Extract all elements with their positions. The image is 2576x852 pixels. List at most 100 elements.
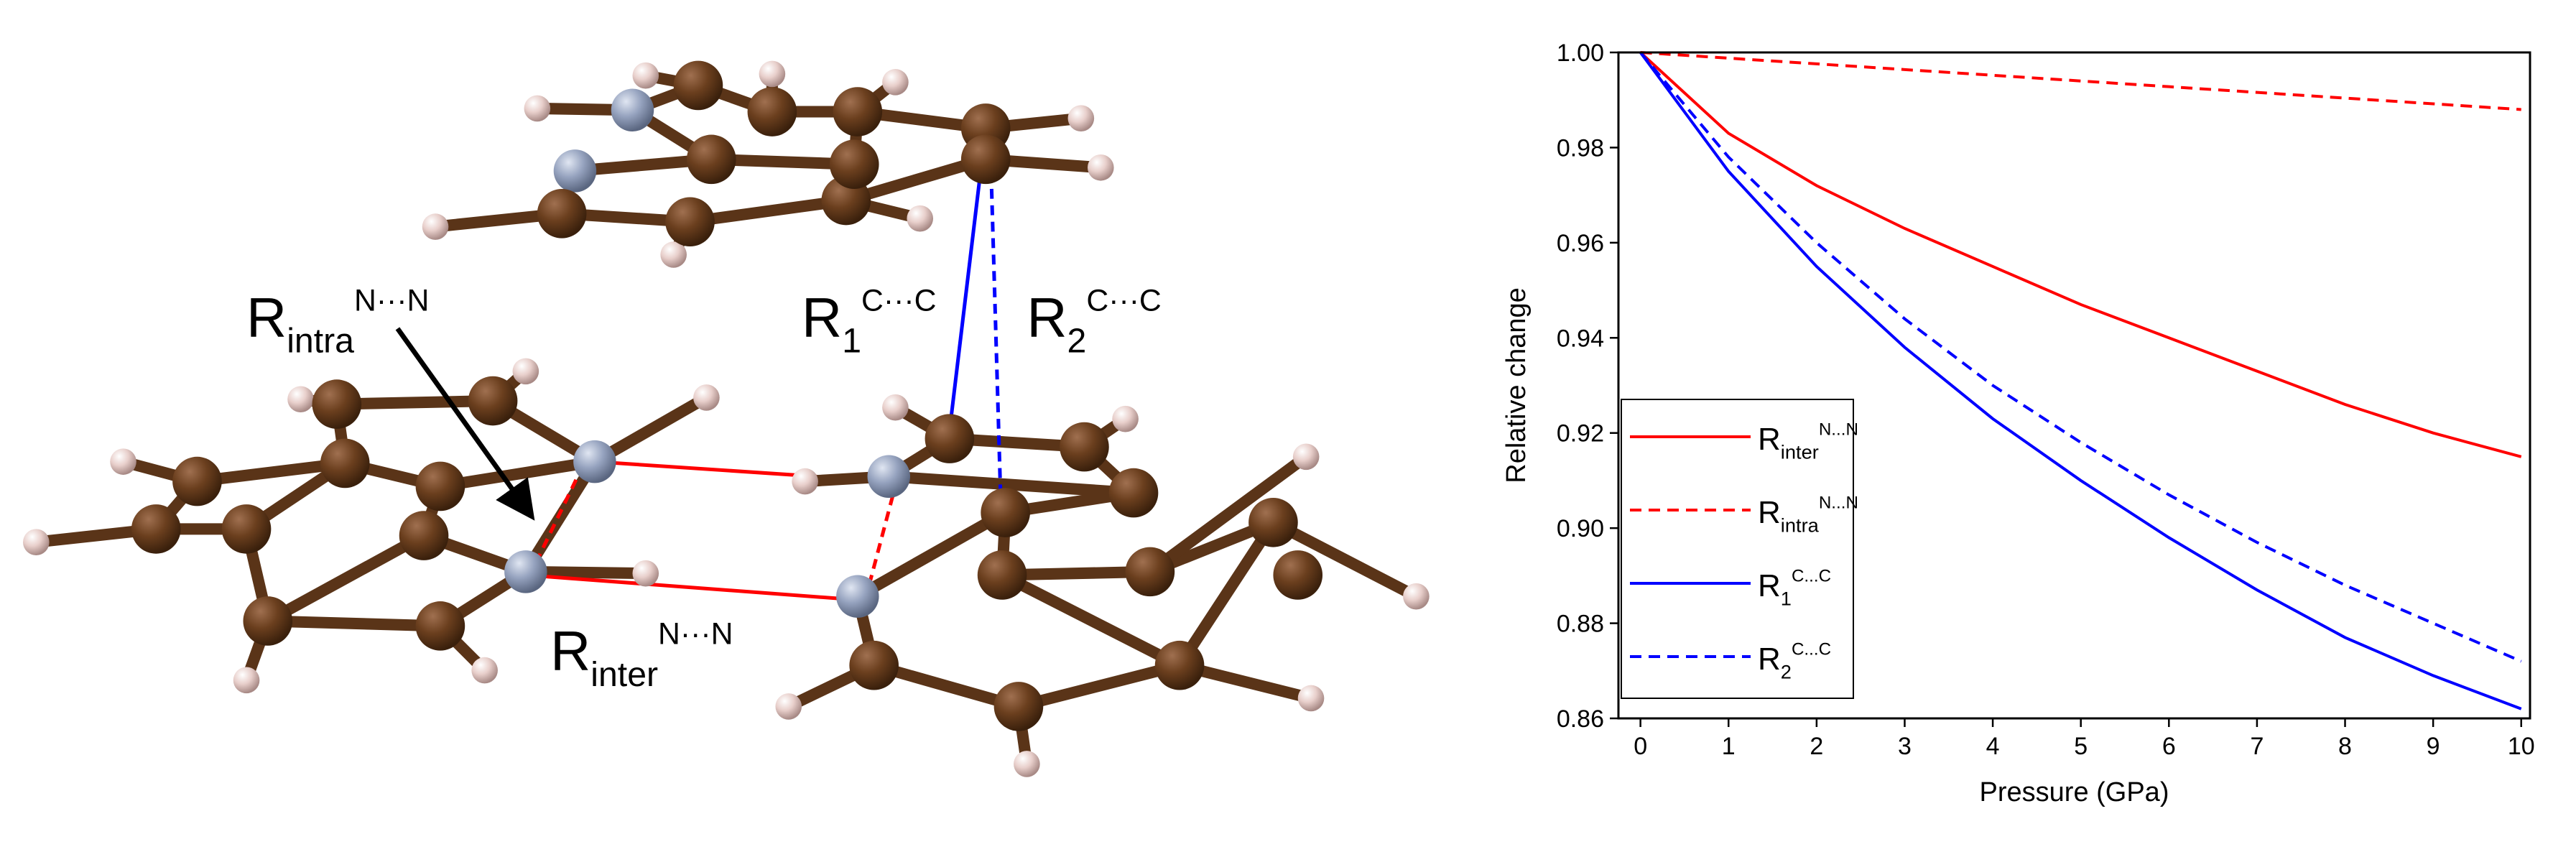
atom-H: [233, 667, 260, 694]
atom-C: [925, 414, 975, 463]
label-sub: 2: [1067, 322, 1087, 361]
bond: [261, 529, 430, 627]
legend-label: Rintra N...N: [1758, 493, 1858, 536]
atom-C: [243, 596, 293, 646]
series-line: [1640, 51, 2521, 111]
y-tick-label: 0.98: [1557, 134, 1604, 162]
label-sub: inter: [590, 655, 658, 694]
x-tick-label: 4: [1986, 733, 2000, 760]
legend-label: R2C...C: [1758, 639, 1831, 682]
atom-C: [1273, 550, 1323, 600]
label-sup: N···N: [658, 617, 733, 652]
x-tick-label: 7: [2250, 733, 2264, 760]
bond: [519, 455, 601, 578]
y-tick-label: 0.92: [1557, 420, 1604, 448]
series-line: [1639, 51, 2522, 710]
legend-label: R1C...C: [1758, 566, 1831, 609]
atom-C: [312, 379, 362, 429]
bond: [261, 615, 446, 632]
atom-H: [23, 529, 50, 556]
contact-line: [594, 460, 817, 478]
y-tick-label: 0.96: [1557, 230, 1604, 257]
atom-H: [907, 205, 934, 232]
atom-C: [399, 511, 449, 560]
y-tick-label: 0.88: [1557, 611, 1604, 638]
atom-C: [849, 640, 899, 690]
atom-C: [833, 87, 883, 136]
label-base: R: [1758, 642, 1781, 677]
atom-C: [829, 139, 879, 190]
atom-H: [287, 386, 314, 413]
label-base: R: [550, 621, 590, 682]
atom-H: [1087, 154, 1114, 181]
atom-C: [981, 488, 1030, 537]
bond: [1174, 517, 1279, 672]
y-axis-title: Relative change: [1501, 287, 1532, 483]
label-sup: N···N: [354, 283, 429, 318]
label-base: R: [802, 287, 842, 349]
atom-C: [1248, 497, 1298, 547]
atom-H: [1403, 583, 1430, 610]
distance-label: R1C···C: [802, 283, 936, 360]
atom-H: [632, 62, 659, 89]
bond: [330, 395, 499, 410]
bond: [868, 659, 1024, 713]
atom-N: [573, 440, 616, 483]
label-sub: intra: [1781, 514, 1820, 536]
bond: [851, 506, 1011, 603]
contact-line: [532, 464, 585, 568]
atom-C: [468, 376, 518, 426]
contact-line: [866, 479, 899, 592]
x-tick-label: 1: [1722, 733, 1736, 760]
atom-C: [993, 682, 1044, 731]
label-sup: N...N: [1819, 493, 1858, 512]
atom-C: [415, 601, 465, 651]
label-base: R: [1758, 422, 1781, 457]
label-base: R: [1758, 495, 1781, 530]
y-tick-label: 0.94: [1557, 325, 1604, 352]
label-base: R: [1758, 568, 1781, 603]
atom-C: [172, 456, 222, 506]
x-tick-label: 3: [1898, 733, 1912, 760]
atom-H: [1112, 405, 1139, 432]
label-sup: N...N: [1819, 420, 1858, 439]
legend-label: RinterN...N: [1758, 420, 1858, 463]
bond: [1012, 659, 1186, 713]
atom-C: [415, 461, 465, 511]
atom-H: [792, 468, 818, 495]
series-line: [1639, 51, 2522, 663]
atom-H: [1014, 751, 1040, 777]
atom-N: [504, 550, 547, 593]
atom-H: [882, 394, 909, 421]
atom-N: [867, 455, 910, 498]
y-tick-label: 1.00: [1557, 40, 1604, 67]
bond: [684, 195, 852, 228]
distance-label: RintraN···N: [246, 283, 429, 360]
x-tick-label: 2: [1810, 733, 1823, 760]
plot-frame: [1617, 51, 2531, 720]
x-tick-label: 9: [2427, 733, 2440, 760]
bond: [996, 569, 1186, 672]
atom-H: [512, 358, 539, 385]
atom-H: [660, 241, 687, 268]
label-sub: 1: [1781, 587, 1792, 609]
atom-C: [747, 87, 797, 136]
label-sub: 2: [1781, 660, 1792, 682]
arrow: [395, 327, 535, 521]
x-tick-label: 0: [1634, 733, 1647, 760]
atom-N: [836, 575, 879, 618]
atom-H: [471, 657, 498, 684]
bond: [191, 457, 351, 488]
atom-C: [1060, 422, 1109, 472]
label-sub: intra: [287, 322, 354, 361]
atom-H: [1067, 105, 1095, 131]
atom-C: [673, 60, 723, 111]
x-tick-label: 8: [2338, 733, 2352, 760]
atom-H: [775, 693, 802, 720]
atom-C: [960, 134, 1011, 185]
atom-C: [537, 189, 587, 239]
atom-C: [1108, 468, 1159, 518]
